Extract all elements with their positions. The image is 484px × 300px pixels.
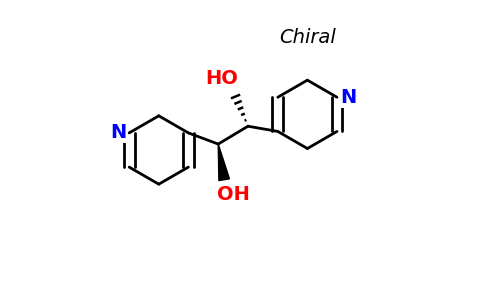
Polygon shape — [218, 144, 229, 181]
Text: N: N — [110, 123, 126, 142]
Text: HO: HO — [205, 69, 238, 88]
Text: Chiral: Chiral — [279, 28, 336, 46]
Text: N: N — [340, 88, 356, 107]
Text: OH: OH — [217, 185, 250, 204]
